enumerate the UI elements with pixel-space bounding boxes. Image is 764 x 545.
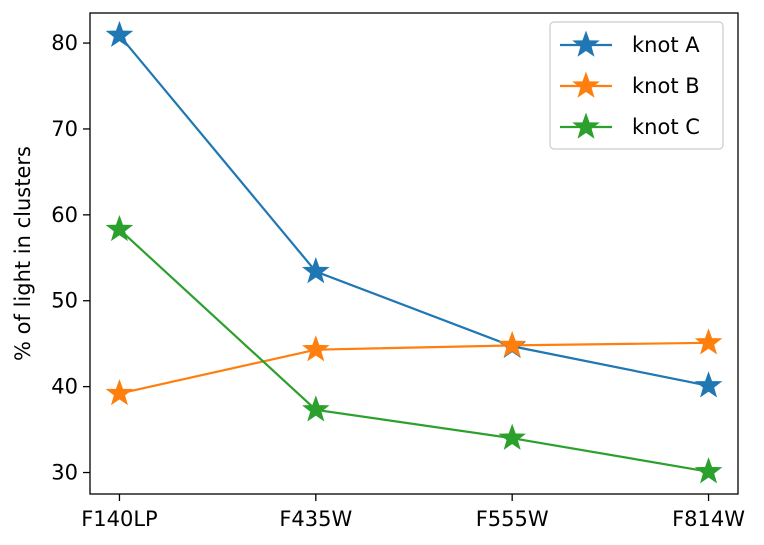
x-tick-label: F555W [476,507,549,531]
legend-marker-knot-a [572,30,600,57]
y-axis-label: % of light in clusters [11,146,35,361]
y-tick-label: 80 [51,31,78,55]
y-tick-label: 70 [51,117,78,141]
x-axis: F140LP F435W F555W F814W [81,494,745,531]
y-axis: 30 40 50 60 70 80 [51,31,90,485]
series-line-knot-a [118,34,709,387]
y-tick-label: 50 [51,289,78,313]
legend-label-knot-c: knot C [632,115,700,139]
data-point-knot-b [302,335,330,362]
data-point-knot-b [694,328,723,355]
data-point-knot-c [302,395,330,422]
x-tick-label: F814W [672,507,745,531]
x-tick-label: F140LP [81,507,158,531]
x-tick-label: F435W [279,507,352,531]
data-point-knot-c [694,457,723,484]
legend-marker-knot-c [572,112,600,139]
legend-marker-knot-b [572,71,600,98]
plot-area [105,20,723,484]
y-tick-label: 40 [51,375,78,399]
data-point-knot-b [105,379,134,406]
series-line-knot-b [119,341,709,395]
data-point-knot-c [498,423,526,450]
data-point-knot-a [694,371,723,398]
data-point-knot-a [105,20,134,48]
data-point-knot-a [302,257,330,284]
legend-label-knot-b: knot B [632,74,700,98]
data-point-knot-c [105,214,134,242]
axes-frame [89,12,739,495]
y-tick-label: 30 [51,461,78,485]
data-point-knot-b [498,330,526,358]
series-line-knot-c [118,228,709,473]
legend-label-knot-a: knot A [632,33,700,57]
axes: F140LP F435W F555W F814W 30 40 50 60 70 80 % of … [11,12,745,531]
legend: knot A knot B knot C [549,21,724,150]
y-tick-label: 60 [51,203,78,227]
